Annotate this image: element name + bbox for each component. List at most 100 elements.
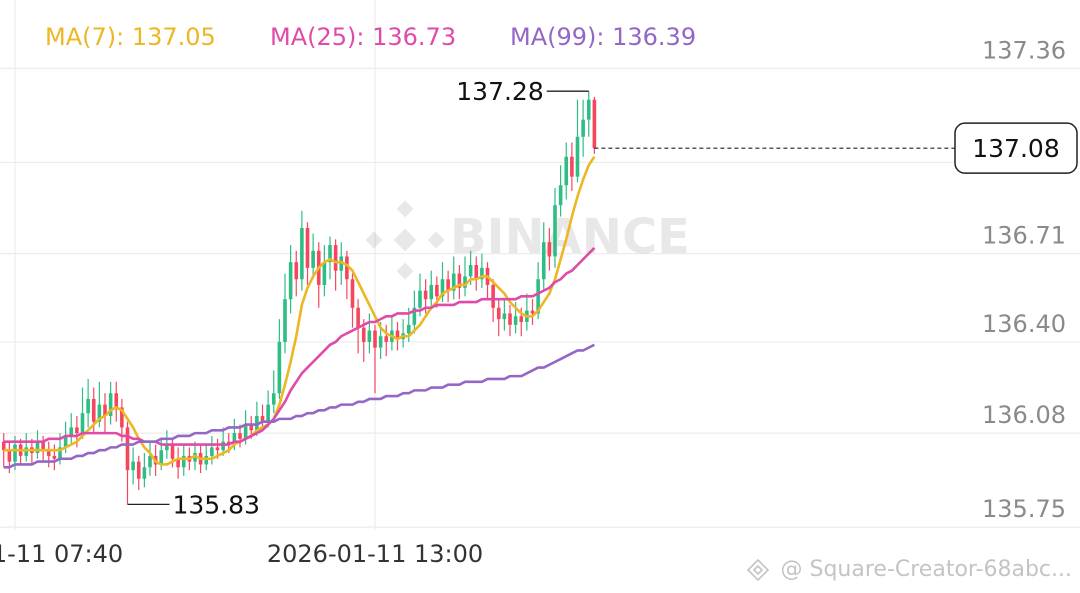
candle-body — [1, 441, 6, 451]
candle-body — [440, 279, 445, 297]
candle-body — [305, 227, 310, 268]
candle-body — [266, 404, 270, 422]
candle-body — [328, 245, 332, 263]
candle-body — [165, 444, 169, 451]
candle-body — [356, 307, 360, 328]
candle-body — [575, 136, 580, 177]
legend-entry: MA(7): 137.05 — [45, 23, 216, 51]
watermark-group: BINANCE — [365, 200, 690, 280]
candle-body — [271, 393, 276, 405]
candle-body — [86, 398, 90, 414]
y-tick-label: 135.75 — [982, 495, 1066, 523]
candle-body — [260, 416, 265, 422]
candle-body — [491, 284, 495, 308]
candle-body — [181, 455, 186, 468]
candle-body — [159, 450, 164, 465]
candle-body — [136, 461, 141, 479]
candle-body — [586, 99, 591, 120]
candle-body — [288, 262, 293, 300]
legend-entry: MA(99): 136.39 — [510, 23, 696, 51]
candle-body — [496, 307, 501, 320]
candle-body — [547, 242, 552, 257]
candle-body — [480, 267, 484, 280]
candle-body — [361, 327, 366, 342]
candle-body — [451, 273, 456, 291]
candle-body — [35, 441, 40, 454]
candle-body — [46, 450, 51, 456]
candle-body — [108, 393, 113, 417]
candle-body — [502, 313, 507, 320]
y-tick-label: 136.71 — [982, 222, 1066, 250]
candle-body — [243, 424, 248, 439]
ma-line — [3, 246, 596, 446]
candle-body — [7, 450, 12, 462]
candle-body — [277, 341, 282, 394]
candle-body — [294, 262, 299, 280]
candle-body — [63, 435, 68, 448]
candle-body — [513, 316, 518, 325]
watermark-text: BINANCE — [450, 209, 690, 265]
candle-body — [75, 427, 79, 434]
candle-body — [80, 413, 85, 434]
candle-body — [13, 444, 17, 462]
candle-body — [215, 447, 220, 451]
candle-body — [238, 433, 242, 439]
y-tick-label: 137.36 — [982, 36, 1066, 64]
x-tick-label: 2026-01-11 13:00 — [267, 540, 483, 568]
candle-body — [429, 284, 434, 300]
last-price-box — [954, 122, 1078, 174]
candle-body — [176, 458, 180, 468]
candle-body — [131, 461, 135, 471]
candle-body — [446, 279, 450, 291]
candle-body — [204, 455, 209, 465]
annotation-label: 135.83 — [173, 490, 260, 519]
last-price-label: 137.08 — [972, 134, 1059, 163]
candle-body — [333, 245, 338, 271]
candle-body — [592, 99, 597, 149]
candle-body — [536, 279, 540, 314]
candle-body — [519, 316, 524, 322]
ma-line — [3, 343, 595, 469]
candle-body — [468, 265, 473, 277]
credit-icon — [746, 558, 770, 582]
candle-body — [570, 156, 574, 177]
candle-body — [283, 299, 287, 342]
candle-body — [553, 205, 557, 257]
candle-body — [221, 441, 225, 451]
watermark-logo — [365, 200, 445, 280]
candle-body — [350, 279, 355, 308]
candle-body — [148, 455, 152, 468]
candle-body — [367, 330, 372, 342]
candle-body — [58, 447, 62, 459]
candle-body — [423, 290, 428, 300]
candle-body — [142, 467, 147, 479]
candle-body — [24, 447, 29, 456]
candle-body — [311, 250, 315, 268]
candle-body — [41, 441, 45, 451]
candle-body — [435, 284, 439, 297]
candle-body — [97, 404, 102, 422]
candle-body — [69, 427, 74, 436]
candle-body — [300, 227, 304, 280]
candle-body — [457, 273, 462, 288]
candle-body — [474, 265, 479, 280]
candle-body — [558, 185, 563, 206]
candle-body — [508, 313, 512, 325]
candle-body — [210, 447, 214, 456]
legend-entry: MA(25): 136.73 — [270, 23, 456, 51]
y-tick-label: 136.08 — [982, 401, 1066, 429]
candle-body — [564, 156, 569, 186]
candle-body — [418, 290, 422, 308]
candle-body — [384, 336, 389, 342]
candle-body — [345, 256, 349, 280]
annotation-label: 137.28 — [456, 77, 543, 106]
candle-body — [120, 407, 124, 428]
candle-body — [91, 398, 96, 422]
candle-body — [322, 262, 327, 285]
candle-body — [530, 310, 535, 314]
candle-body — [378, 336, 383, 348]
candles — [1, 91, 597, 505]
candle-body — [373, 330, 377, 348]
